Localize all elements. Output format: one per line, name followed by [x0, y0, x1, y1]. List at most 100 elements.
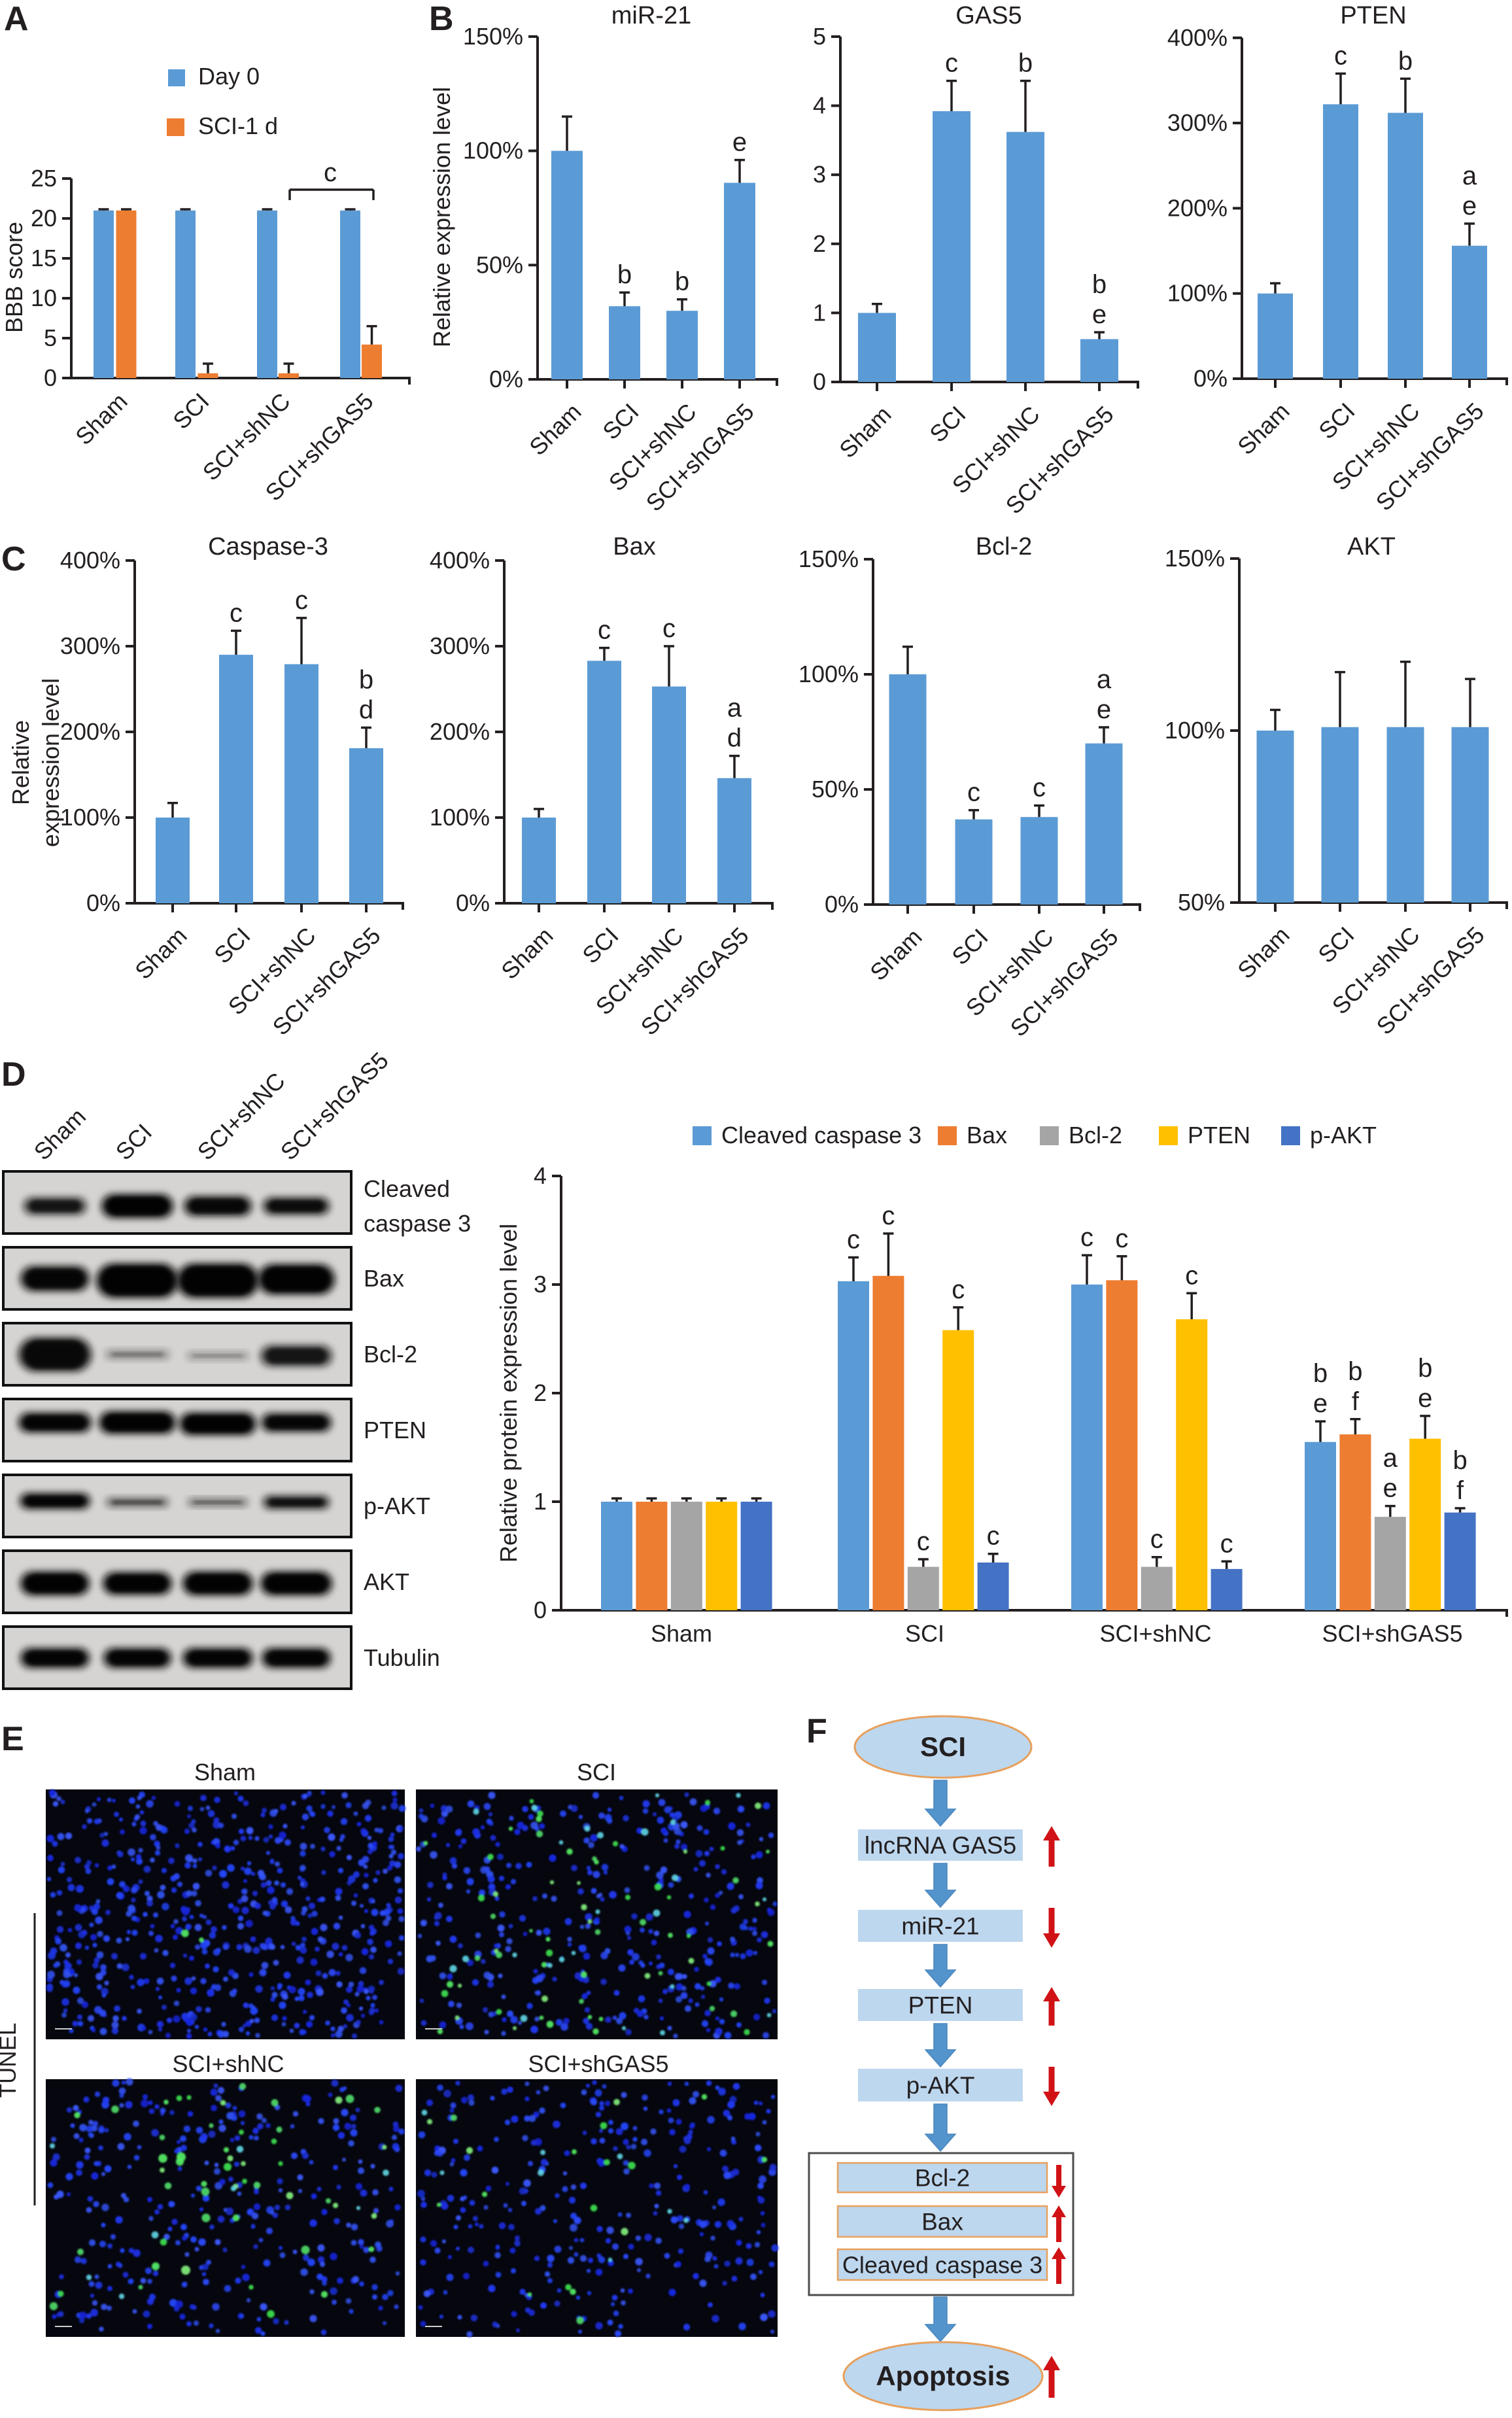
svg-text:e: e	[1383, 1474, 1398, 1503]
svg-text:Cleaved caspase 3: Cleaved caspase 3	[842, 2252, 1042, 2279]
svg-text:E: E	[1, 1720, 24, 1758]
svg-text:3: 3	[813, 161, 826, 188]
svg-text:SCI: SCI	[920, 1731, 966, 1762]
svg-text:caspase 3: caspase 3	[364, 1210, 471, 1237]
svg-text:lncRNA GAS5: lncRNA GAS5	[865, 1832, 1016, 1859]
svg-text:c: c	[324, 158, 337, 187]
svg-text:0%: 0%	[456, 889, 490, 916]
svg-text:AKT: AKT	[1347, 533, 1396, 561]
svg-text:300%: 300%	[60, 632, 120, 659]
svg-text:200%: 200%	[1167, 194, 1228, 221]
svg-text:b: b	[1418, 1354, 1432, 1383]
svg-text:p-AKT: p-AKT	[1310, 1122, 1377, 1149]
svg-text:b: b	[1398, 46, 1413, 75]
svg-text:150%: 150%	[463, 23, 523, 50]
svg-text:Sham: Sham	[194, 1759, 256, 1786]
svg-text:b: b	[1452, 1446, 1467, 1475]
svg-text:e: e	[1092, 300, 1107, 329]
svg-text:0%: 0%	[1194, 365, 1228, 392]
svg-text:c: c	[295, 586, 308, 615]
svg-text:b: b	[675, 268, 689, 296]
svg-text:e: e	[1097, 695, 1111, 724]
svg-text:SCI+shNC: SCI+shNC	[1099, 1620, 1211, 1647]
svg-text:c: c	[598, 616, 611, 645]
svg-text:miR-21: miR-21	[611, 2, 691, 29]
svg-text:Apoptosis: Apoptosis	[876, 2360, 1010, 2391]
svg-text:miR-21: miR-21	[901, 1913, 979, 1940]
svg-text:a: a	[727, 694, 742, 723]
svg-text:Relative protein expression le: Relative protein expression level	[495, 1224, 522, 1563]
svg-text:Cleaved: Cleaved	[364, 1175, 450, 1202]
svg-text:p-AKT: p-AKT	[906, 2072, 975, 2099]
svg-text:Relative: Relative	[7, 720, 34, 805]
svg-text:PTEN: PTEN	[1340, 2, 1406, 29]
svg-text:400%: 400%	[60, 547, 120, 574]
svg-text:Bax: Bax	[613, 533, 655, 561]
svg-text:c: c	[1220, 1529, 1233, 1558]
svg-text:e: e	[1418, 1384, 1432, 1413]
svg-text:b: b	[1313, 1359, 1328, 1388]
svg-text:c: c	[1334, 42, 1347, 71]
svg-text:0%: 0%	[86, 889, 120, 916]
svg-text:c: c	[1185, 1261, 1198, 1290]
svg-text:100%: 100%	[463, 137, 523, 164]
svg-text:c: c	[882, 1201, 895, 1230]
svg-text:c: c	[952, 1275, 965, 1304]
svg-text:1: 1	[534, 1488, 547, 1515]
svg-text:a: a	[1383, 1444, 1398, 1473]
svg-text:c: c	[1080, 1223, 1093, 1252]
svg-text:400%: 400%	[1167, 24, 1228, 51]
svg-text:Sham: Sham	[651, 1620, 712, 1647]
svg-text:SCI-1 d: SCI-1 d	[198, 112, 278, 139]
svg-text:0: 0	[44, 364, 57, 391]
svg-text:Relative expression level: Relative expression level	[428, 87, 455, 347]
svg-text:4: 4	[813, 92, 826, 119]
svg-text:b: b	[359, 666, 373, 695]
svg-text:GAS5: GAS5	[955, 2, 1022, 29]
svg-text:p-AKT: p-AKT	[364, 1493, 430, 1519]
svg-text:b: b	[1092, 270, 1107, 299]
svg-text:Bax: Bax	[921, 2209, 963, 2236]
svg-text:50%: 50%	[1178, 889, 1225, 916]
svg-text:20: 20	[31, 205, 57, 232]
svg-text:Cleaved caspase 3: Cleaved caspase 3	[721, 1122, 921, 1149]
svg-text:SCI: SCI	[577, 1759, 616, 1786]
svg-text:TUNEL: TUNEL	[0, 2023, 21, 2098]
svg-text:400%: 400%	[430, 547, 490, 574]
svg-text:300%: 300%	[1167, 109, 1228, 136]
svg-text:a: a	[1097, 665, 1112, 694]
svg-text:c: c	[1115, 1224, 1128, 1253]
svg-text:SCI: SCI	[905, 1620, 944, 1647]
svg-text:d: d	[359, 696, 373, 725]
svg-text:1: 1	[813, 299, 826, 326]
svg-text:Bcl-2: Bcl-2	[976, 533, 1033, 561]
svg-text:150%: 150%	[1165, 545, 1225, 572]
svg-text:100%: 100%	[799, 661, 859, 687]
svg-text:e: e	[1313, 1389, 1328, 1418]
svg-text:F: F	[806, 1712, 827, 1750]
svg-text:2: 2	[534, 1379, 547, 1406]
svg-text:A: A	[4, 0, 29, 38]
svg-text:100%: 100%	[430, 804, 490, 831]
svg-text:f: f	[1352, 1387, 1360, 1416]
svg-text:c: c	[230, 598, 243, 627]
svg-text:SCI+shGAS5: SCI+shGAS5	[1322, 1620, 1462, 1647]
svg-text:b: b	[617, 260, 632, 289]
svg-text:50%: 50%	[812, 776, 859, 803]
svg-text:B: B	[429, 0, 454, 38]
svg-text:200%: 200%	[60, 718, 120, 745]
svg-text:200%: 200%	[430, 718, 490, 745]
svg-text:4: 4	[534, 1162, 547, 1189]
svg-text:c: c	[847, 1226, 860, 1254]
svg-text:100%: 100%	[1167, 280, 1228, 307]
svg-text:Bax: Bax	[967, 1122, 1007, 1149]
svg-text:100%: 100%	[60, 804, 120, 831]
svg-text:C: C	[1, 540, 26, 578]
svg-text:c: c	[987, 1522, 1000, 1551]
svg-text:c: c	[662, 614, 676, 643]
svg-text:SCI+shNC: SCI+shNC	[172, 2050, 284, 2077]
svg-text:0%: 0%	[489, 366, 523, 392]
svg-text:2: 2	[813, 230, 826, 257]
svg-text:15: 15	[31, 245, 57, 271]
svg-text:expression level: expression level	[37, 678, 64, 847]
